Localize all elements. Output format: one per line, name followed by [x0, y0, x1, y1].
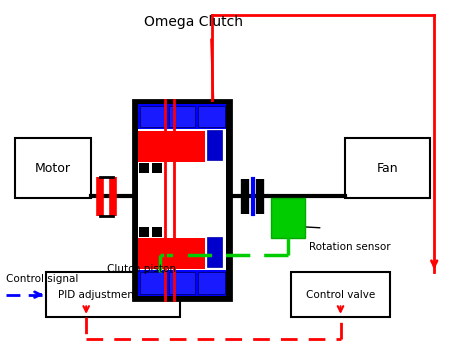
Bar [152, 163, 162, 173]
Bar [138, 238, 205, 269]
Bar [169, 272, 195, 294]
Text: Control valve: Control valve [306, 290, 375, 299]
Bar [152, 227, 162, 236]
Text: Motor: Motor [35, 162, 70, 175]
Bar [15, 138, 91, 198]
Bar [133, 100, 231, 300]
Bar [207, 130, 222, 160]
Bar [207, 237, 222, 267]
Text: Fan: Fan [377, 162, 398, 175]
Bar [138, 104, 226, 296]
Text: PID adjustment gage: PID adjustment gage [58, 290, 167, 299]
Text: Clutch piston: Clutch piston [107, 264, 176, 274]
Bar [345, 138, 430, 198]
Bar [169, 106, 195, 127]
Bar [140, 106, 166, 127]
Text: Control signal: Control signal [6, 274, 78, 284]
Bar [138, 104, 226, 129]
Bar [198, 272, 224, 294]
Bar [198, 106, 224, 127]
Bar [139, 163, 149, 173]
Bar [138, 131, 205, 162]
Bar [139, 227, 149, 236]
Text: Omega Clutch: Omega Clutch [144, 16, 243, 29]
Bar [291, 272, 390, 318]
Text: Rotation sensor: Rotation sensor [309, 242, 391, 252]
Bar [46, 272, 180, 318]
Bar [138, 270, 226, 296]
Bar [140, 272, 166, 294]
Bar [271, 198, 305, 239]
